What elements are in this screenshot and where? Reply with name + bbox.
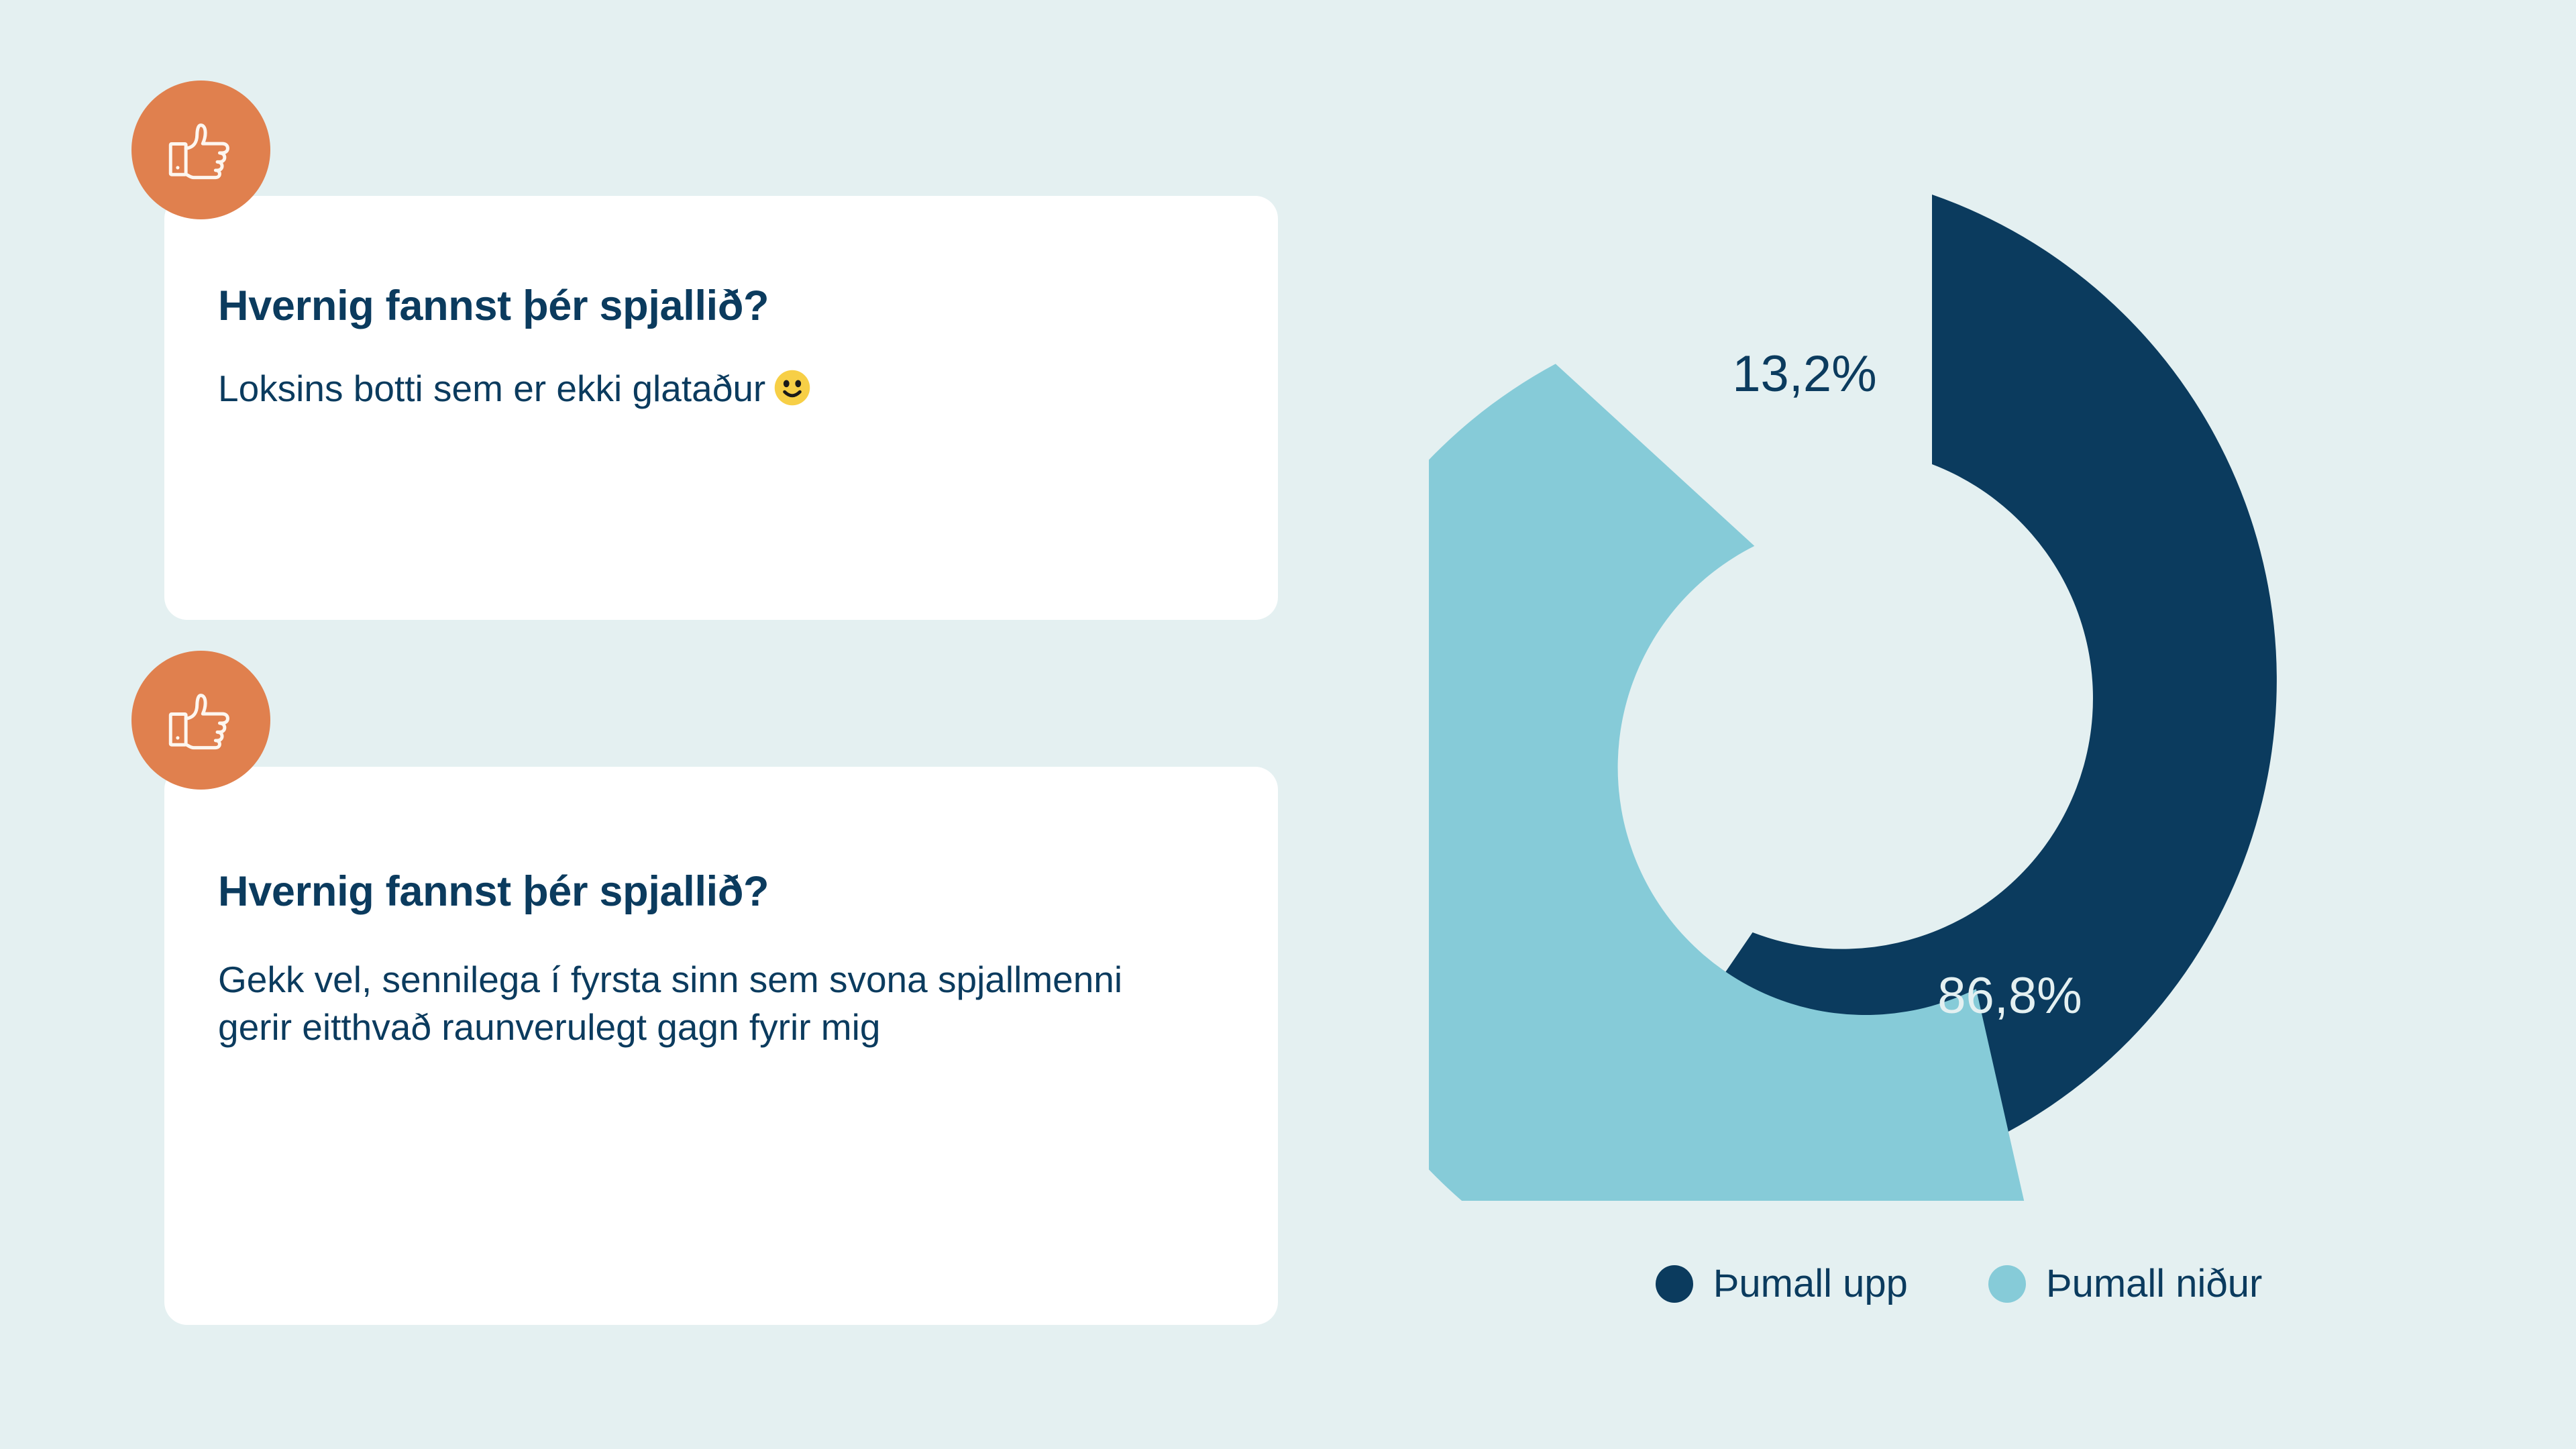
- thumbs-up-badge: [131, 651, 270, 790]
- thumbs-up-icon: [160, 109, 242, 191]
- feedback-answer-text: Loksins botti sem er ekki glataður: [218, 368, 766, 410]
- feedback-answer: Gekk vel, sennilega í fyrsta sinn sem sv…: [218, 959, 1123, 1048]
- legend-item-thumbs-down[interactable]: Þumall niður: [1988, 1261, 2262, 1306]
- feedback-question: Hvernig fannst þér spjallið?: [218, 868, 769, 915]
- legend-item-thumbs-up[interactable]: Þumall upp: [1655, 1261, 1908, 1306]
- feedback-card: Hvernig fannst þér spjallið? Gekk vel, s…: [164, 767, 1278, 1325]
- thumbs-up-icon: [160, 680, 242, 761]
- feedback-card-body: Hvernig fannst þér spjallið? Gekk vel, s…: [218, 867, 1231, 1051]
- donut-slice-up[interactable]: [1593, 195, 2277, 1195]
- donut-label-down: 13,2%: [1732, 345, 1877, 402]
- feedback-card: Hvernig fannst þér spjallið? Loksins bot…: [164, 196, 1278, 620]
- thumbs-up-badge: [131, 80, 270, 219]
- feedback-card-body: Hvernig fannst þér spjallið? Loksins bot…: [218, 282, 1231, 413]
- donut-slice-down[interactable]: [1429, 344, 2267, 1201]
- legend-label: Þumall upp: [1713, 1262, 1908, 1305]
- chart-panel: 13,2% 86,8% Þumall upp Þumall niður: [1342, 0, 2576, 1449]
- legend-swatch-icon: [1988, 1265, 2026, 1303]
- legend-label: Þumall niður: [2045, 1262, 2263, 1305]
- feedback-answer: Loksins botti sem er ekki glataður: [218, 365, 1231, 412]
- chart-legend: Þumall upp Þumall niður: [1342, 1261, 2576, 1306]
- feedback-column: Hvernig fannst þér spjallið? Loksins bot…: [131, 80, 1278, 1325]
- feedback-question: Hvernig fannst þér spjallið?: [218, 282, 769, 329]
- donut-chart: 13,2% 86,8%: [1429, 195, 2435, 1201]
- donut-label-up: 86,8%: [1937, 967, 2082, 1024]
- slightly-smiling-face-icon: [773, 369, 811, 407]
- legend-swatch-icon: [1655, 1265, 1693, 1303]
